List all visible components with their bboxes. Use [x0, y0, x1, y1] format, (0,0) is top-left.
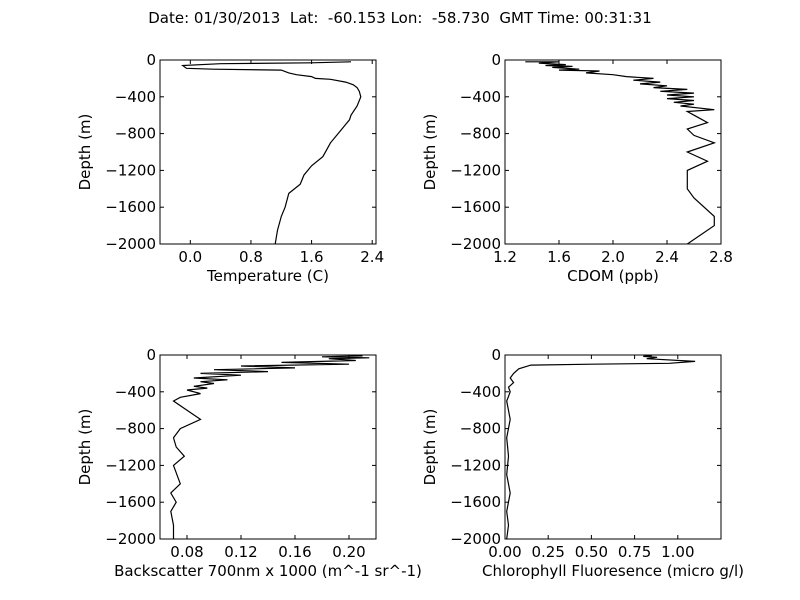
figure-title: Date: 01/30/2013 Lat: -60.153 Lon: -58.7… — [148, 9, 652, 27]
y-tick-label: −1200 — [450, 161, 501, 179]
y-tick-label: −1600 — [105, 198, 156, 216]
y-axis-label: Depth (m) — [421, 409, 439, 486]
series-line-4-1 — [506, 354, 696, 540]
y-tick-label: −800 — [115, 420, 156, 438]
y-tick-label: −1600 — [450, 198, 501, 216]
y-tick-label: −1200 — [450, 456, 501, 474]
x-tick-label: 2.4 — [655, 248, 679, 266]
y-tick-label: 0 — [491, 51, 501, 69]
x-tick-label: 1.2 — [493, 248, 517, 266]
x-axis-label: CDOM (ppb) — [567, 267, 659, 285]
y-tick-label: −1600 — [450, 493, 501, 511]
x-axis-label: Chlorophyll Fluoresence (micro g/l) — [482, 562, 744, 580]
x-tick-label: 2.8 — [709, 248, 733, 266]
x-tick-label: 1.6 — [300, 248, 324, 266]
x-tick-label: 0.00 — [488, 543, 521, 561]
y-tick-label: −1600 — [105, 493, 156, 511]
x-tick-label: 1.6 — [547, 248, 571, 266]
y-tick-label: −800 — [460, 420, 501, 438]
y-tick-label: −2000 — [450, 235, 501, 253]
series-line-2-1 — [525, 61, 717, 245]
y-tick-label: −1200 — [105, 161, 156, 179]
x-tick-label: 1.00 — [661, 543, 694, 561]
axes-frame — [504, 354, 722, 540]
x-tick-label: 2.4 — [360, 248, 384, 266]
series-line-1-1 — [180, 61, 362, 245]
x-tick-label: 0.12 — [224, 543, 257, 561]
x-tick-label: 0.20 — [332, 543, 365, 561]
y-tick-label: −400 — [115, 383, 156, 401]
x-tick-label: 0.8 — [239, 248, 263, 266]
subplot-4: 0.00 0.25 0.50 0.75 1.00 0 −400 −800 −1200 −1600 −… — [421, 346, 744, 580]
y-tick-label: 0 — [491, 346, 501, 364]
y-tick-label: 0 — [146, 51, 156, 69]
y-tick-label: −400 — [460, 383, 501, 401]
axes-frame — [159, 354, 377, 540]
y-axis-label: Depth (m) — [76, 409, 94, 486]
y-tick-label: −800 — [115, 125, 156, 143]
series-line-3-1 — [170, 355, 370, 539]
x-tick-label: 0.50 — [575, 543, 608, 561]
y-tick-label: −800 — [460, 125, 501, 143]
y-axis-label: Depth (m) — [76, 114, 94, 191]
x-tick-label: 2.0 — [601, 248, 625, 266]
y-axis-label: Depth (m) — [421, 114, 439, 191]
x-tick-label: 0.75 — [618, 543, 651, 561]
x-axis-label: Temperature (C) — [206, 267, 329, 285]
x-tick-label: 0.08 — [170, 543, 203, 561]
y-tick-label: 0 — [146, 346, 156, 364]
x-tick-label: 0.0 — [178, 248, 202, 266]
y-tick-label: −2000 — [105, 235, 156, 253]
y-tick-label: −400 — [460, 88, 501, 106]
x-axis-label: Backscatter 700nm x 1000 (m^-1 sr^-1) — [114, 562, 422, 580]
subplot-3: 0.08 0.12 0.16 0.20 0 −400 −800 −1200 −1600 −2000… — [76, 346, 422, 580]
subplot-2: 1.2 1.6 2.0 2.4 2.8 0 −400 −800 −1200 −1600 −2000 C… — [421, 51, 733, 285]
subplot-1: 0.0 0.8 1.6 2.4 0 −400 −800 −1200 −1600 −2000 Temp… — [76, 51, 384, 285]
x-tick-label: 0.16 — [278, 543, 311, 561]
y-tick-label: −2000 — [105, 530, 156, 548]
y-tick-label: −2000 — [450, 530, 501, 548]
y-tick-label: −1200 — [105, 456, 156, 474]
x-tick-label: 0.25 — [531, 543, 564, 561]
axes-frame — [159, 59, 377, 245]
y-tick-label: −400 — [115, 88, 156, 106]
